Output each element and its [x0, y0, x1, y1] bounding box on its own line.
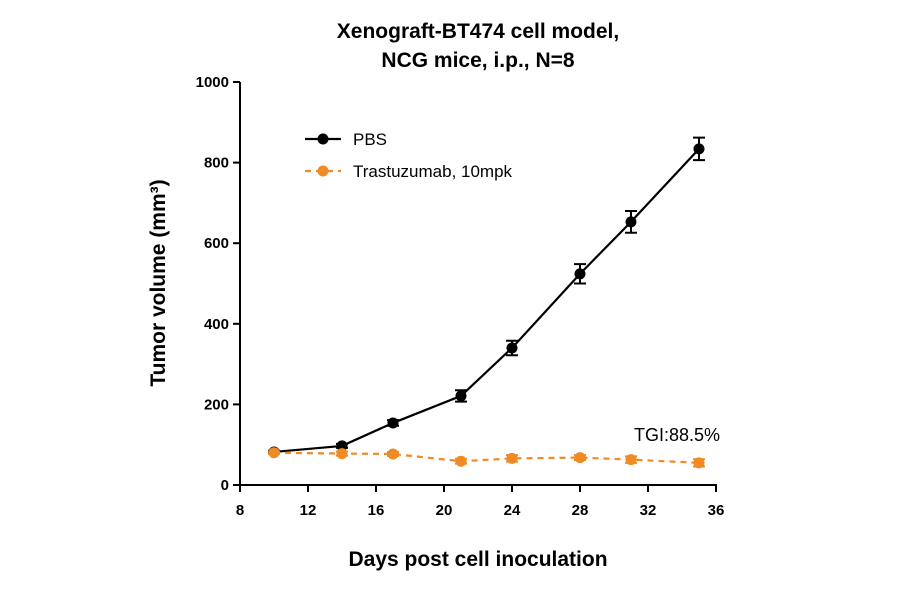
legend-label: PBS [353, 130, 387, 149]
data-point [625, 454, 637, 466]
data-point [387, 417, 399, 429]
x-tick-label: 24 [504, 502, 521, 519]
y-tick-label: 800 [204, 155, 229, 172]
series-line [273, 148, 700, 454]
data-point [506, 342, 518, 354]
legend-label: Trastuzumab, 10mpk [353, 162, 513, 181]
y-tick-label: 600 [204, 235, 229, 252]
x-tick-label: 16 [368, 502, 385, 519]
x-axis-title: Days post cell inoculation [348, 548, 607, 571]
data-point [387, 448, 399, 460]
x-tick-label: 28 [572, 502, 589, 519]
data-point [574, 452, 586, 464]
x-tick-label: 32 [640, 502, 657, 519]
legend-marker [317, 165, 329, 177]
data-point [693, 457, 705, 469]
x-tick-label: 8 [236, 502, 244, 519]
data-point [268, 447, 280, 459]
y-tick-label: 200 [204, 396, 229, 413]
data-point [455, 455, 467, 467]
chart-title: NCG mice, i.p., N=8 [381, 49, 574, 72]
x-tick-label: 12 [300, 502, 317, 519]
legend-marker [317, 133, 329, 145]
x-tick-label: 20 [436, 502, 453, 519]
y-tick-label: 0 [221, 477, 229, 494]
data-point [574, 268, 586, 280]
data-point [336, 440, 348, 452]
data-point [693, 143, 705, 155]
chart-title: Xenograft-BT474 cell model, [337, 20, 619, 43]
y-tick-label: 400 [204, 316, 229, 333]
annotation: TGI:88.5% [634, 425, 720, 445]
y-tick-label: 1000 [196, 74, 229, 91]
y-axis-title: Tumor volume (mm³) [147, 179, 170, 386]
data-point [625, 216, 637, 228]
data-point [506, 452, 518, 464]
x-tick-label: 36 [708, 502, 725, 519]
series-line [273, 451, 700, 464]
data-point [336, 448, 348, 460]
data-point [455, 390, 467, 402]
